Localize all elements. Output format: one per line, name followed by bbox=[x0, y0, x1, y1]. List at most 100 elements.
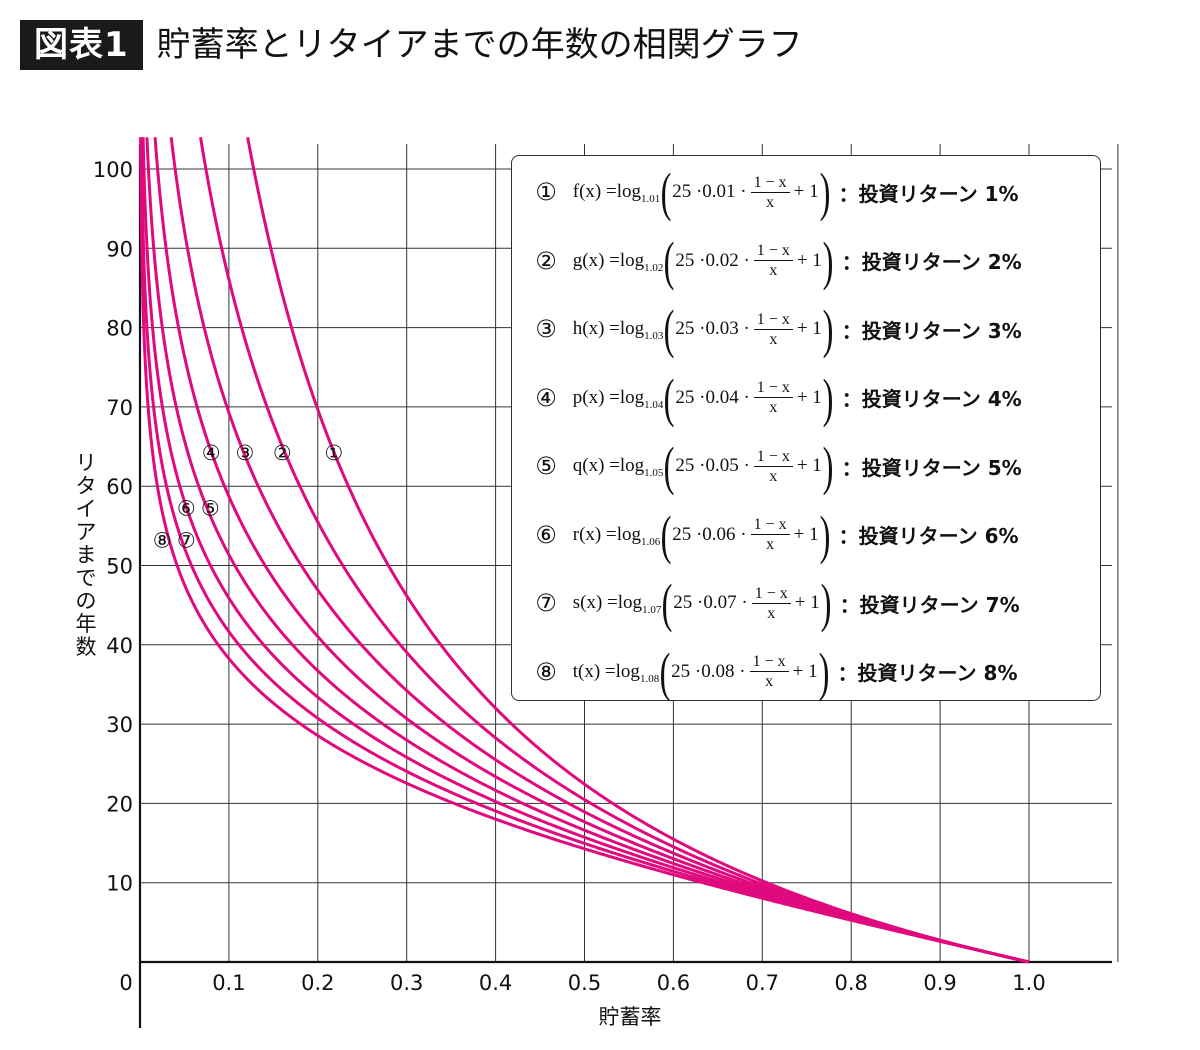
equals-sign: (x) = bbox=[582, 318, 620, 339]
legend-marker: ④ bbox=[535, 383, 557, 412]
series-line-8 bbox=[139, 137, 1030, 964]
y-tick-label: 60 bbox=[106, 475, 133, 499]
plus-one: + 1 bbox=[796, 386, 822, 408]
y-tick-label: 40 bbox=[106, 634, 133, 658]
fraction-numerator: 1 − x bbox=[753, 310, 793, 330]
fraction-numerator: 1 − x bbox=[749, 652, 789, 672]
equals-sign: (x) = bbox=[582, 386, 620, 408]
constant: 25 · bbox=[675, 386, 706, 408]
plus-one: + 1 bbox=[793, 523, 819, 545]
log-text: log bbox=[615, 660, 640, 682]
fraction-denominator: x bbox=[769, 467, 778, 485]
fraction-numerator: 1 − x bbox=[751, 584, 791, 604]
x-tick-label: 0.4 bbox=[479, 971, 512, 995]
legend-formula: h (x) = log 1.03(25 · 0.03 · 1 − x x + 1) bbox=[568, 302, 834, 356]
curve-label: ⑦ bbox=[177, 528, 196, 552]
right-paren: ) bbox=[822, 367, 834, 428]
left-paren: ( bbox=[659, 641, 671, 702]
function-name: q bbox=[568, 455, 583, 476]
left-paren: ( bbox=[664, 436, 675, 496]
y-tick-label: 80 bbox=[106, 317, 133, 341]
function-name: p bbox=[568, 386, 583, 408]
curve-label: ⑤ bbox=[201, 497, 220, 521]
log-text: log bbox=[619, 318, 645, 339]
legend-label: ：投資リターン 5% bbox=[841, 455, 1022, 480]
fraction-denominator: x bbox=[766, 193, 775, 211]
x-tick-label: 0.7 bbox=[746, 971, 779, 995]
left-paren: ( bbox=[664, 367, 675, 428]
function-name: h bbox=[568, 318, 583, 339]
legend-item: ⑦ s (x) = log 1.07(25 · 0.07 · 1 − x x + 1) ：投… bbox=[512, 569, 1102, 637]
x-tick-label: 0.6 bbox=[657, 971, 690, 995]
constant: 25 · bbox=[672, 523, 703, 545]
fraction-numerator: 1 − x bbox=[753, 378, 793, 398]
legend-formula: p (x) = log 1.04(25 · 0.04 · 1 − x x + 1) bbox=[568, 371, 834, 425]
log-base: 1.06 bbox=[640, 535, 661, 548]
legend-formula: f (x) = log 1.01(25 · 0.01 · 1 − x x + 1) bbox=[568, 165, 831, 219]
rate-coefficient: 0.07 bbox=[703, 592, 737, 613]
fraction-numerator: 1 − x bbox=[753, 241, 793, 261]
left-paren: ( bbox=[661, 573, 673, 633]
legend-formula: t (x) = log 1.08(25 · 0.08 · 1 − x x + 1) bbox=[568, 645, 830, 699]
function-name: t bbox=[568, 660, 579, 682]
rate-coefficient: 0.01 bbox=[702, 181, 736, 202]
curve-label: ② bbox=[273, 441, 292, 465]
fraction-denominator: x bbox=[769, 330, 778, 348]
y-tick-label: 20 bbox=[106, 792, 133, 816]
curves bbox=[139, 137, 1030, 964]
fraction-denominator: x bbox=[769, 399, 778, 416]
dot: · bbox=[738, 249, 750, 271]
series-line-2 bbox=[199, 137, 1030, 964]
right-paren: ) bbox=[822, 230, 834, 291]
log-base: 1.05 bbox=[644, 467, 664, 479]
legend-item: ① f (x) = log 1.01(25 · 0.01 · 1 − x x + 1) ：投… bbox=[512, 158, 1102, 226]
legend-marker: ⑤ bbox=[535, 452, 557, 480]
legend-item: ② g (x) = log 1.02(25 · 0.02 · 1 − x x + 1) ：投… bbox=[512, 227, 1102, 295]
left-paren: ( bbox=[664, 230, 675, 291]
curve-label: ① bbox=[324, 441, 343, 465]
log-base: 1.04 bbox=[644, 398, 664, 411]
tick-labels: 0 0.1 0.2 0.3 0.4 0.5 0.6 0.7 0.8 0.9 1.0 10 20 30 40 5… bbox=[93, 158, 1046, 995]
x-tick-label: 0.2 bbox=[301, 971, 334, 995]
equals-sign: (x) = bbox=[580, 592, 618, 613]
x-tick-label: 0.9 bbox=[923, 971, 956, 995]
fraction-denominator: x bbox=[765, 673, 774, 690]
dot: · bbox=[736, 592, 748, 613]
legend-marker: ⑥ bbox=[535, 520, 557, 549]
constant: 25 · bbox=[671, 660, 702, 682]
legend-formula: g (x) = log 1.02(25 · 0.02 · 1 − x x + 1) bbox=[568, 234, 834, 288]
equals-sign: (x) = bbox=[579, 523, 617, 545]
fraction-denominator: x bbox=[769, 262, 778, 279]
log-text: log bbox=[619, 455, 645, 476]
x-tick-label: 1.0 bbox=[1012, 971, 1045, 995]
right-paren: ) bbox=[819, 162, 831, 222]
plus-one: + 1 bbox=[794, 592, 820, 613]
fraction-numerator: 1 − x bbox=[750, 515, 790, 535]
equals-sign: (x) = bbox=[582, 249, 620, 271]
legend-item: ④ p (x) = log 1.04(25 · 0.04 · 1 − x x + 1) ：投… bbox=[512, 364, 1102, 432]
curve-label: ④ bbox=[202, 441, 221, 465]
log-base: 1.02 bbox=[644, 261, 664, 274]
chart-header: 図表1 貯蓄率とリタイアまでの年数の相関グラフ bbox=[20, 20, 803, 70]
plus-one: + 1 bbox=[796, 249, 822, 271]
legend-label: ：投資リターン 8% bbox=[837, 661, 1018, 685]
fraction-denominator: x bbox=[766, 536, 775, 553]
rate-coefficient: 0.02 bbox=[705, 249, 739, 271]
legend-marker: ③ bbox=[535, 315, 557, 343]
legend-label: ：投資リターン 7% bbox=[839, 592, 1020, 617]
x-axis-label: 貯蓄率 bbox=[599, 1005, 662, 1029]
legend-marker: ⑧ bbox=[535, 657, 557, 686]
x-tick-label: 0.8 bbox=[834, 971, 867, 995]
legend-label: ：投資リターン 4% bbox=[841, 387, 1022, 411]
fraction-denominator: x bbox=[767, 604, 776, 622]
dot: · bbox=[738, 455, 750, 476]
legend-formula: s (x) = log 1.07(25 · 0.07 · 1 − x x + 1) bbox=[568, 576, 832, 630]
plus-one: + 1 bbox=[792, 660, 818, 682]
